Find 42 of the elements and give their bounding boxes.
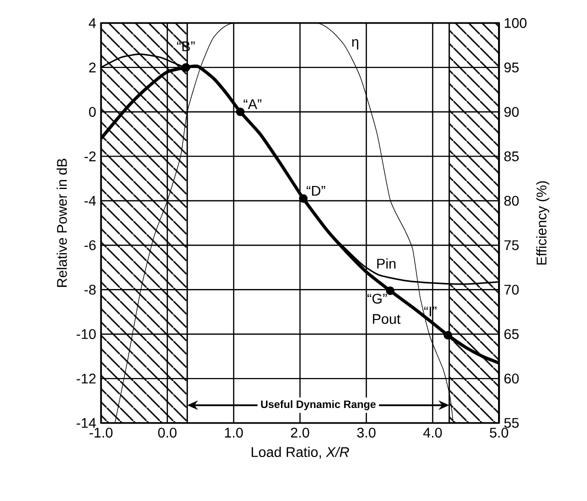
y2-tick-label: 65 bbox=[504, 329, 519, 340]
y2-tick-label: 70 bbox=[504, 284, 519, 295]
y-tick-label: -12 bbox=[76, 374, 96, 384]
x-tick-label: 1.0 bbox=[225, 428, 243, 438]
y-axis-title: Relative Power in dB bbox=[56, 158, 67, 287]
annotation: “A” bbox=[244, 99, 262, 109]
y2-tick-label: 85 bbox=[504, 151, 519, 162]
x-tick-label: 5.0 bbox=[490, 428, 508, 438]
y-tick-label: 0 bbox=[89, 106, 96, 117]
y-tick-label: -10 bbox=[76, 329, 96, 340]
y2-tick-label: 60 bbox=[504, 374, 519, 384]
x-tick-label: 4.0 bbox=[423, 428, 442, 438]
y2-tick-label: 90 bbox=[504, 106, 519, 117]
annotation: “D” bbox=[306, 186, 326, 196]
x-tick-label: 3.0 bbox=[357, 428, 376, 438]
y-tick-label: -6 bbox=[84, 240, 96, 250]
y-tick-label: -8 bbox=[84, 284, 96, 295]
y-tick-label: -2 bbox=[84, 151, 96, 162]
annotation: “G” bbox=[368, 294, 387, 304]
point bbox=[444, 330, 452, 340]
annotation: Useful Dynamic Range bbox=[261, 400, 376, 410]
y-tick-label: 4 bbox=[88, 18, 96, 28]
y2-tick-label: 95 bbox=[504, 62, 519, 72]
series-label: Pin bbox=[377, 258, 396, 269]
x-tick-label: -1.0 bbox=[90, 428, 113, 438]
point bbox=[182, 63, 190, 72]
point bbox=[236, 108, 245, 116]
y2-tick-label: 55 bbox=[504, 418, 519, 428]
point bbox=[299, 194, 308, 203]
point bbox=[386, 286, 394, 296]
series-label: Pout bbox=[372, 314, 401, 324]
y2-tick-label: 75 bbox=[504, 240, 519, 250]
y-tick-label: -4 bbox=[84, 196, 96, 206]
series-label: η bbox=[352, 39, 358, 50]
y2-tick-label: 80 bbox=[504, 196, 519, 206]
y-tick-label: -14 bbox=[76, 418, 96, 428]
y2-axis-title: Efficiency (%) bbox=[536, 181, 550, 265]
y2-tick-label: 100 bbox=[504, 18, 527, 28]
x-tick-label: 2.0 bbox=[290, 428, 310, 438]
y-tick-label: 2 bbox=[89, 62, 96, 72]
x-axis-title: Load Ratio, X/R bbox=[252, 446, 349, 459]
x-tick-label: 0.0 bbox=[158, 428, 177, 438]
